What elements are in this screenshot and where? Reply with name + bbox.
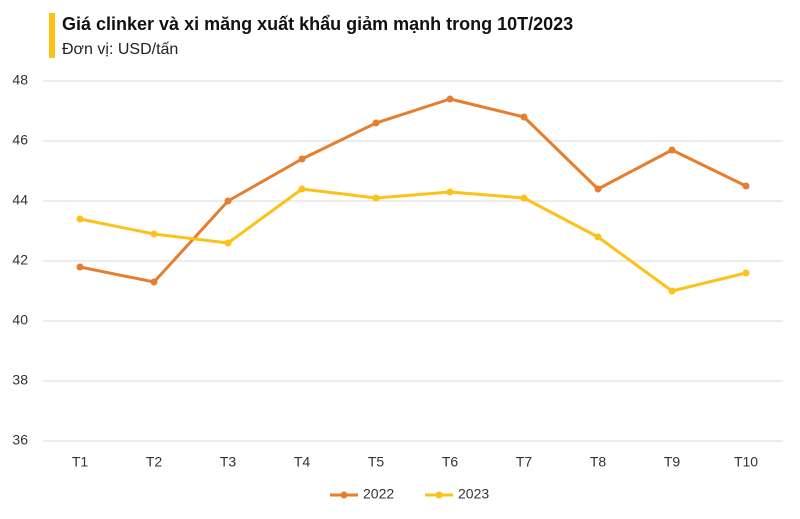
y-tick-label: 48 bbox=[12, 72, 28, 88]
series-line bbox=[79, 97, 747, 284]
data-point bbox=[224, 239, 232, 247]
data-point bbox=[446, 188, 454, 196]
y-tick-label: 40 bbox=[12, 312, 28, 328]
x-tick-label: T6 bbox=[442, 454, 459, 470]
data-point bbox=[594, 233, 602, 241]
data-point bbox=[150, 278, 158, 286]
x-tick-label: T3 bbox=[220, 454, 237, 470]
data-point bbox=[742, 182, 750, 190]
x-tick-label: T5 bbox=[368, 454, 385, 470]
data-point bbox=[76, 215, 84, 223]
y-tick-label: 44 bbox=[12, 192, 28, 208]
title-accent bbox=[49, 13, 55, 58]
data-point bbox=[372, 119, 380, 127]
y-tick-label: 36 bbox=[12, 432, 28, 448]
data-point bbox=[298, 185, 306, 193]
data-point bbox=[742, 269, 750, 277]
x-tick-label: T2 bbox=[146, 454, 163, 470]
data-point bbox=[668, 287, 676, 295]
chart-title: Giá clinker và xi măng xuất khẩu giảm mạ… bbox=[62, 14, 573, 34]
legend-marker bbox=[340, 491, 348, 499]
data-point bbox=[372, 194, 380, 202]
y-tick-label: 38 bbox=[12, 372, 28, 388]
data-point bbox=[520, 113, 528, 121]
data-point bbox=[446, 95, 454, 103]
legend-label: 2023 bbox=[458, 486, 489, 502]
data-point bbox=[594, 185, 602, 193]
x-tick-label: T9 bbox=[664, 454, 681, 470]
x-tick-label: T7 bbox=[516, 454, 533, 470]
x-tick-label: T8 bbox=[590, 454, 607, 470]
data-point bbox=[298, 155, 306, 163]
x-tick-label: T4 bbox=[294, 454, 311, 470]
data-point bbox=[668, 146, 676, 154]
x-tick-label: T10 bbox=[734, 454, 758, 470]
y-tick-label: 46 bbox=[12, 132, 28, 148]
data-point bbox=[150, 230, 158, 238]
data-point bbox=[224, 197, 232, 205]
chart-subtitle: Đơn vị: USD/tấn bbox=[62, 41, 178, 58]
legend-marker bbox=[435, 491, 443, 499]
x-tick-label: T1 bbox=[72, 454, 89, 470]
data-point bbox=[520, 194, 528, 202]
data-point bbox=[76, 263, 84, 271]
legend-label: 2022 bbox=[363, 486, 394, 502]
y-tick-label: 42 bbox=[12, 252, 28, 268]
series-line bbox=[79, 187, 747, 293]
